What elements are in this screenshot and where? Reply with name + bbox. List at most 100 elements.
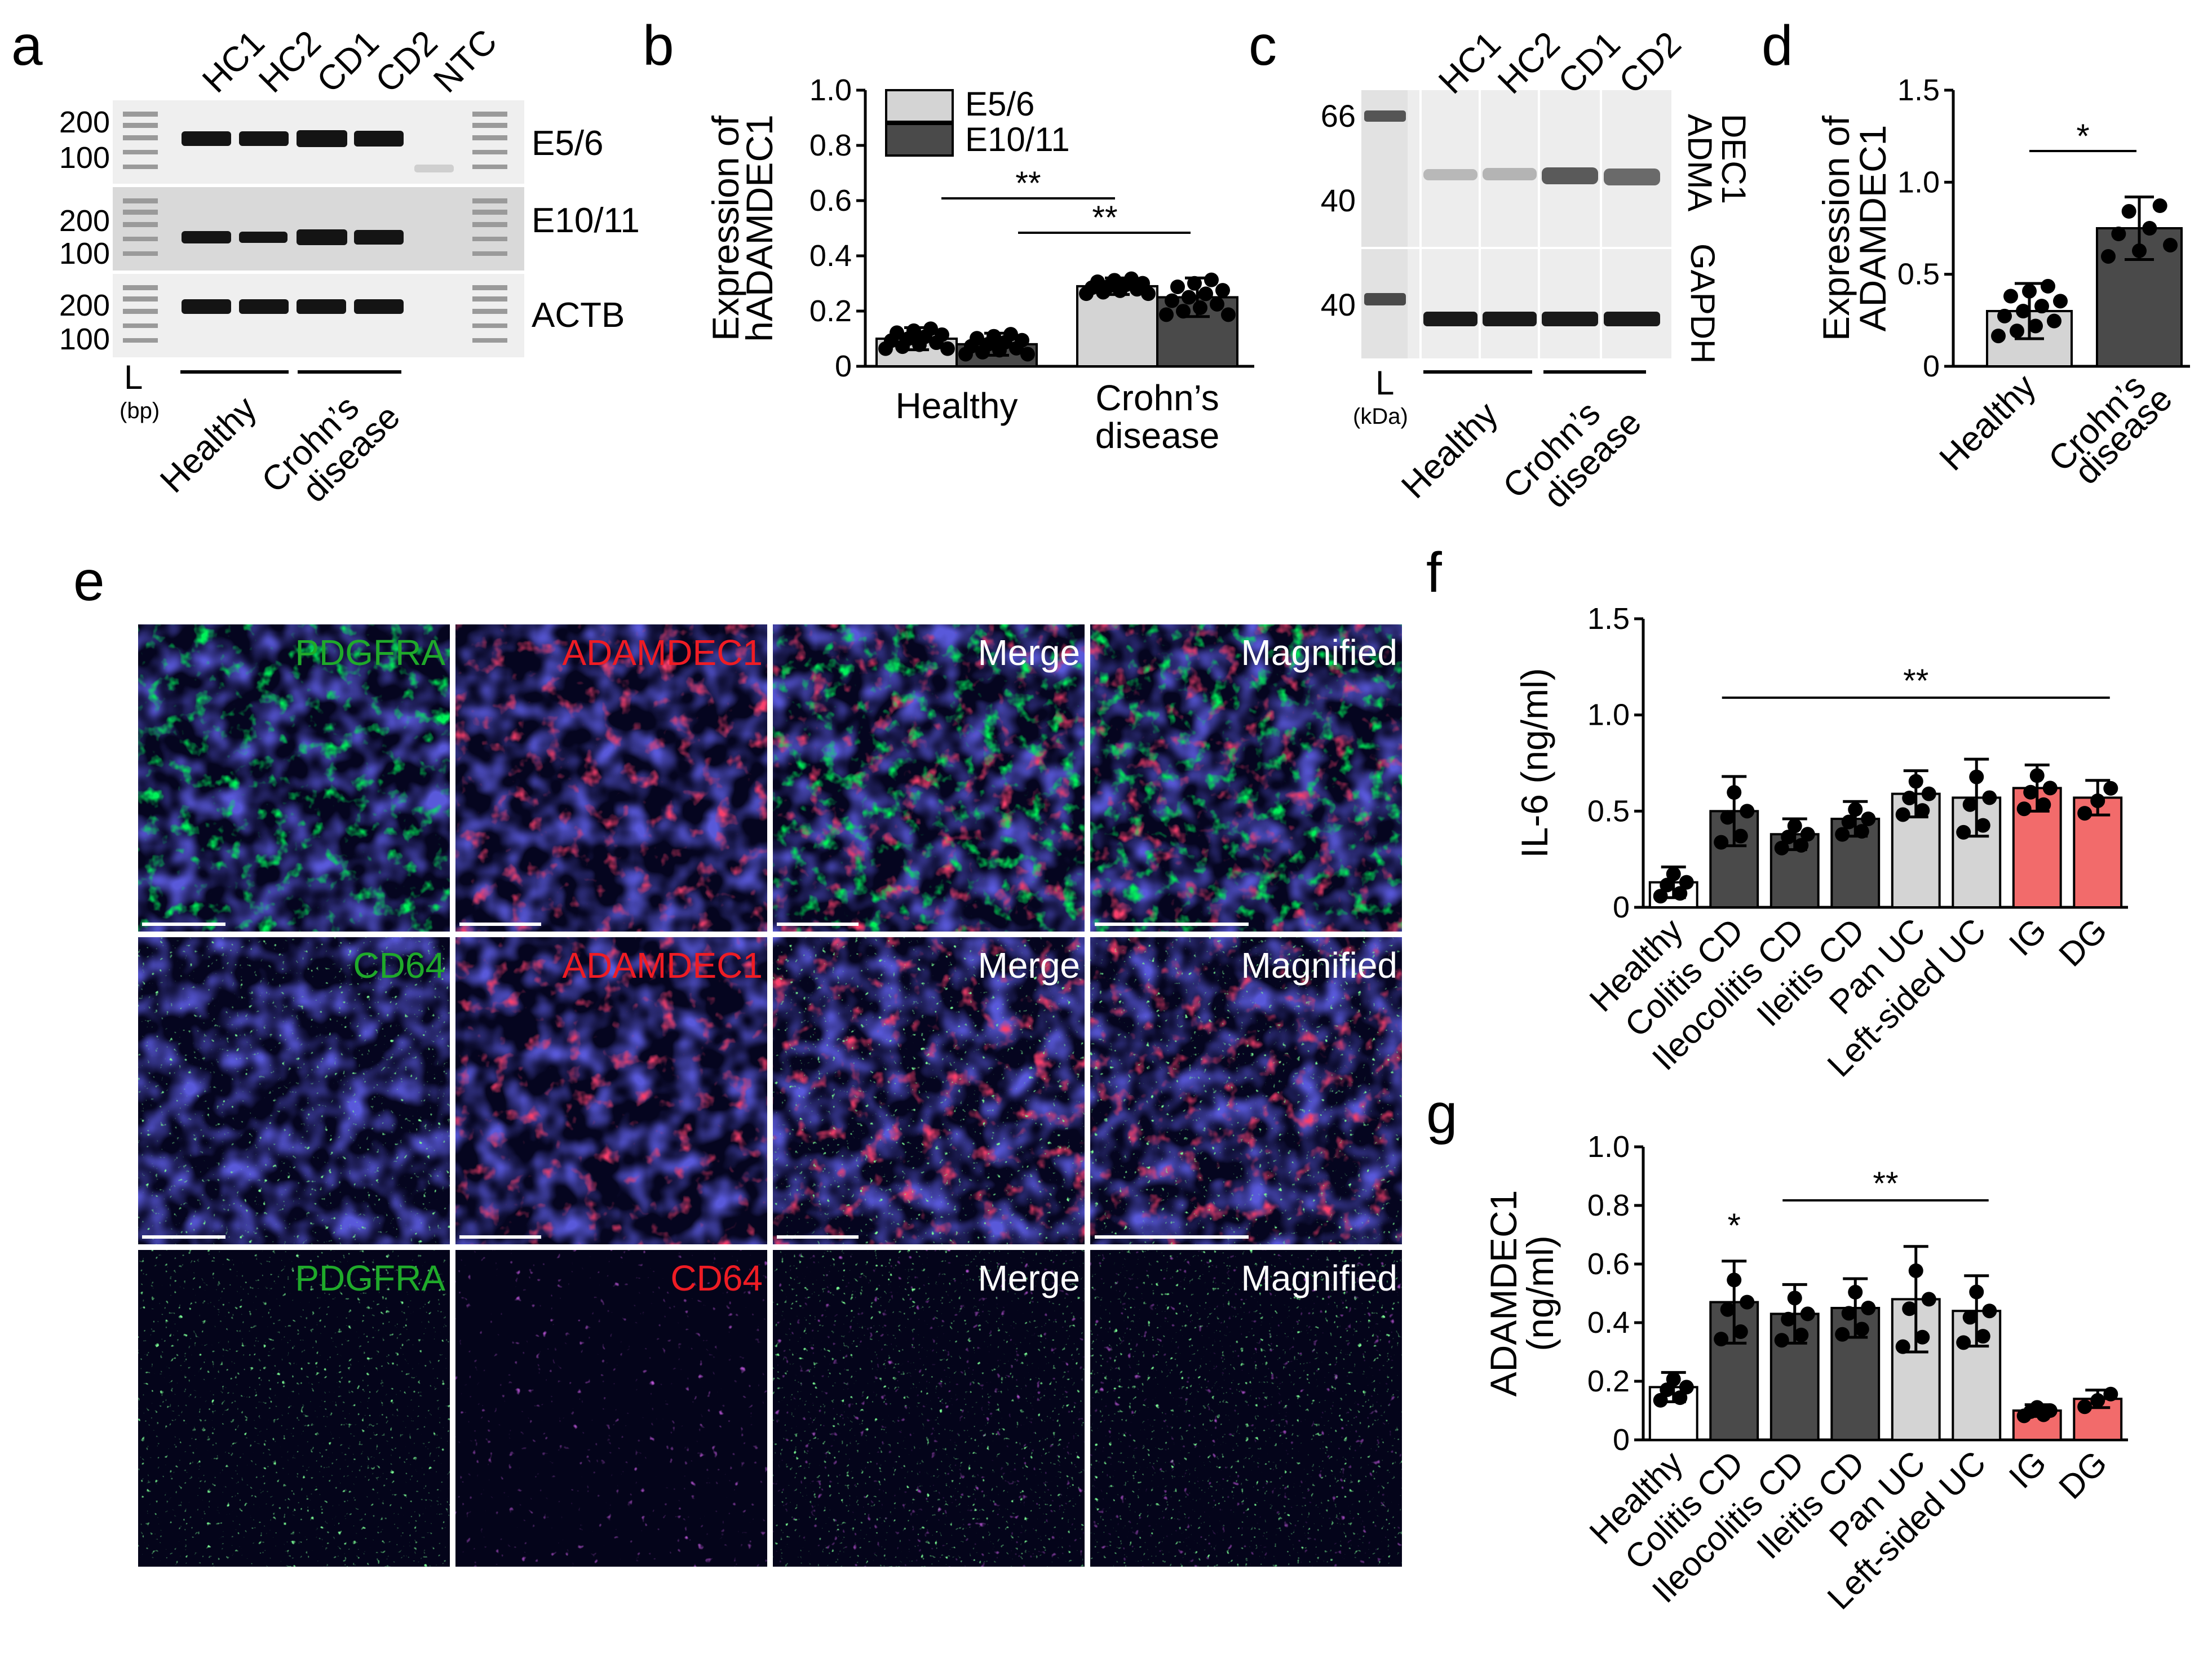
y-axis-label: hADAMDEC1 [738, 114, 780, 342]
microscopy-grid-e: PDGFRA ADAMDEC1 Merge Magnified CD64 ADA… [138, 624, 1402, 1567]
blot-ladder-band-66 [1364, 110, 1406, 122]
data-point [1975, 818, 1990, 833]
gel-size-200-r2: 200 [59, 204, 110, 238]
y-tick-label: 0 [1923, 349, 1940, 383]
significance-marker: ** [1092, 199, 1117, 236]
x-category-label: Crohn’s [1095, 378, 1219, 418]
significance-marker: ** [1903, 663, 1928, 699]
data-point [2023, 784, 2038, 800]
gel-ladder-label: L [124, 358, 143, 396]
data-point [1861, 811, 1876, 826]
data-point [1193, 300, 1207, 316]
y-axis-label: Expression of [705, 115, 746, 341]
blot-gapdh-bands [1423, 312, 1660, 326]
chart-d-expression-adamdec1: 00.51.01.5*Expression ofADAMDEC1HealthyC… [1815, 73, 2190, 492]
x-category-label: IG [2002, 911, 2054, 963]
blot-mw-66: 66 [1321, 98, 1356, 134]
micro-r3-c4 [1090, 1250, 1402, 1567]
y-tick-label: 0.5 [1587, 794, 1630, 828]
data-point [2042, 781, 2058, 796]
data-point [2103, 781, 2118, 796]
bar [1952, 796, 2002, 908]
data-point [1720, 810, 1735, 825]
micro-r3-c2 [455, 1250, 767, 1567]
blot-row-label-dec1: DEC1 [1715, 114, 1753, 204]
micro-r2-c3 [773, 937, 1085, 1244]
x-category-label: DG [2051, 1444, 2114, 1506]
data-point [2028, 318, 2043, 334]
data-point [1997, 308, 2012, 323]
y-axis-label: ADAMDEC1 [1852, 125, 1894, 332]
data-point [1740, 1294, 1755, 1310]
panel-letter-d: d [1762, 14, 1793, 77]
band-e56-hc1 [182, 131, 231, 146]
data-point [1915, 803, 1930, 818]
blot-panel-c: HC1 HC2 CD1 CD2 66 40 40 ADMA DEC1 GAPDH… [1321, 24, 1753, 515]
data-point [2016, 304, 2030, 318]
data-point [1915, 1329, 1930, 1345]
x-category-label: Healthy [896, 385, 1018, 426]
blot-row-label-adma: ADMA [1681, 114, 1719, 211]
data-point [1165, 293, 1179, 308]
data-point [1159, 307, 1174, 322]
blot-ladder-label: L [1375, 364, 1394, 402]
y-tick-label: 1.0 [809, 73, 852, 107]
gel-unit-label: (bp) [120, 398, 160, 423]
blot-band-hc2 [1483, 168, 1537, 180]
blot-unit-label: (kDa) [1353, 404, 1408, 429]
gel-group-healthy: Healthy [153, 389, 264, 500]
blot-adamdec1-bands [1423, 167, 1660, 185]
gel-row-label-e56: E5/6 [532, 124, 604, 163]
data-point [2053, 294, 2068, 309]
micro-title-r1-c1: PDGFRA [295, 632, 445, 673]
data-point [1679, 1380, 1694, 1395]
panel-letter-c: c [1249, 14, 1277, 77]
band-e56-cd1 [297, 130, 347, 147]
data-point [890, 325, 904, 340]
data-point [1982, 790, 1997, 805]
data-point [1902, 1301, 1917, 1316]
data-point [1003, 327, 1018, 342]
data-point [1733, 1324, 1748, 1340]
data-point [1774, 1333, 1789, 1348]
micro-title-r3-c1: PDGFRA [295, 1258, 445, 1298]
panel-letter-b: b [643, 14, 674, 77]
data-point [1210, 296, 1224, 312]
scale-bars [142, 923, 1249, 1239]
data-point [1956, 1335, 1971, 1350]
data-point [2016, 801, 2032, 817]
micro-title-r2-c2: ADAMDEC1 [562, 945, 763, 986]
band-e56-cd2 [354, 131, 404, 147]
micro-r1-c3 [773, 624, 1085, 932]
band-actb-cd2 [354, 299, 404, 314]
blot-ladder-band-40 [1364, 293, 1406, 305]
data-point [1176, 304, 1191, 319]
micro-r3-c3 [773, 1250, 1085, 1567]
y-tick-label: 0.4 [1587, 1306, 1630, 1340]
data-point [1141, 286, 1156, 301]
band-actb-hc1 [182, 299, 231, 314]
y-tick-label: 0 [835, 349, 852, 383]
band-actb-cd1 [297, 299, 346, 314]
micro-r3-c1 [138, 1250, 450, 1567]
data-point [1794, 1327, 1809, 1342]
panel-letter-a: a [11, 14, 43, 77]
micro-title-r2-c1: CD64 [353, 945, 445, 986]
blot-lane-separators [1419, 90, 1602, 358]
data-point [1653, 1393, 1668, 1408]
micro-r1-c2 [455, 624, 767, 932]
data-point [1660, 1382, 1675, 1398]
gel-size-100-r3: 100 [59, 322, 110, 356]
data-point [2034, 299, 2049, 314]
band-e56-hc2 [239, 131, 289, 146]
micro-title-r1-c2: ADAMDEC1 [562, 632, 763, 673]
y-tick-label: 0.8 [1587, 1189, 1630, 1222]
data-point [2121, 204, 2136, 219]
blot-band-hc1 [1423, 169, 1477, 180]
y-tick-label: 0 [1613, 1423, 1630, 1457]
data-point [1841, 1306, 1856, 1321]
micro-title-r1-c3: Merge [978, 632, 1080, 673]
blot-lane-hc1: HC1 [1431, 24, 1508, 101]
